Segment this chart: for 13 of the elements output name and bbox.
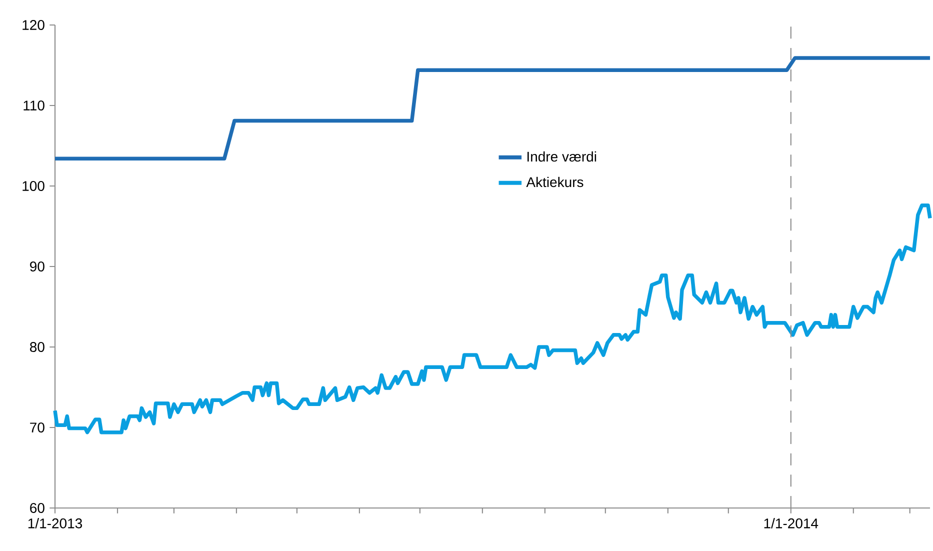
legend-label: Indre værdi	[527, 151, 596, 162]
y-tick-label: 80	[30, 342, 44, 352]
x-tick-label: 1/1-2014	[764, 518, 818, 528]
legend-label: Aktiekurs	[526, 176, 584, 188]
y-tick-label: 60	[30, 503, 44, 513]
y-tick-label: 70	[30, 422, 44, 432]
line-series	[53, 203, 932, 434]
y-tick-label: 120	[22, 20, 44, 30]
y-tick-label: 110	[24, 100, 44, 110]
line-series	[53, 56, 932, 161]
y-tick-label: 90	[30, 262, 44, 272]
x-tick-label: 1/1-2013	[28, 518, 82, 528]
y-tick-label: 100	[22, 181, 44, 191]
